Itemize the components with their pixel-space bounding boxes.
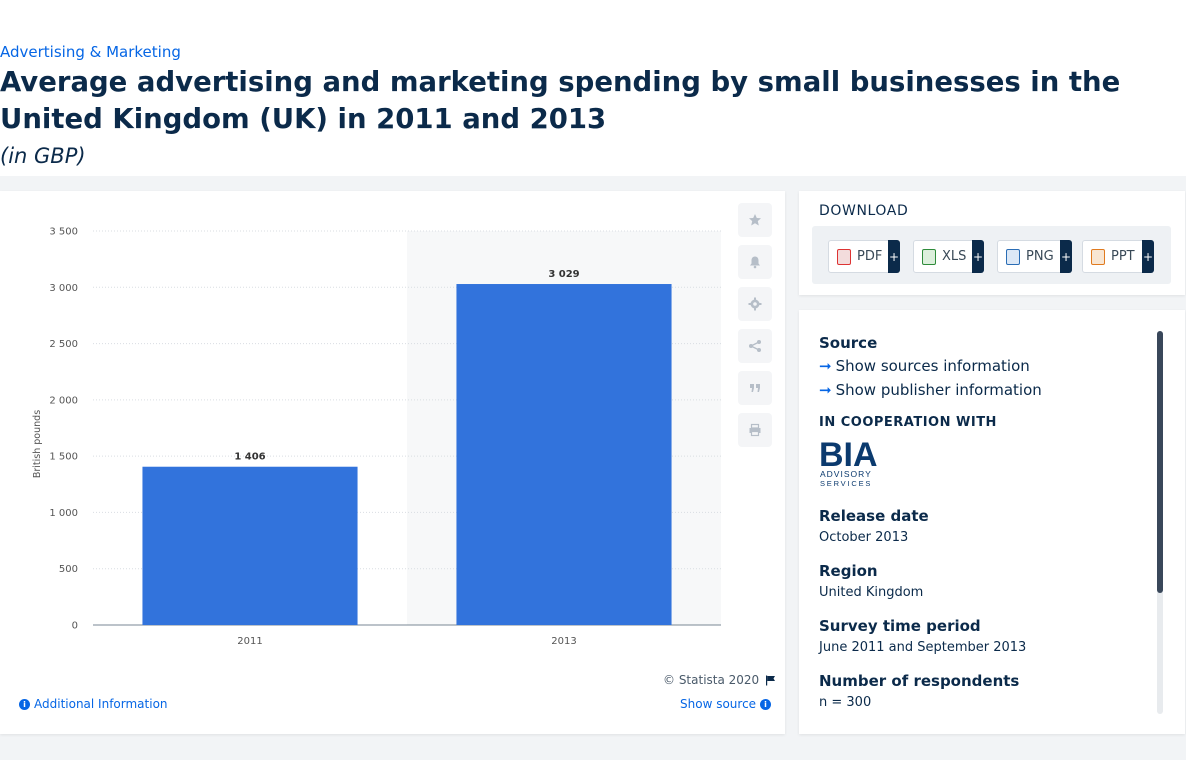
y-tick-label: 2 000	[49, 395, 78, 406]
bia-advisory-logo: BIA ADVISORY SERVICES	[819, 436, 878, 488]
show-sources-link[interactable]: ➞ Show sources information	[819, 357, 1030, 375]
y-tick-label: 500	[59, 564, 78, 575]
cooperation-heading: IN COOPERATION WITH	[819, 415, 997, 430]
bar	[142, 466, 358, 625]
chart-toolbar	[738, 203, 772, 455]
respondents-value: n = 300	[819, 695, 872, 710]
copyright-text: © Statista 2020	[663, 673, 760, 687]
y-axis-label: British pounds	[32, 410, 43, 478]
survey-period-label: Survey time period	[819, 617, 981, 635]
copyright-notice: © Statista 2020	[663, 673, 776, 687]
logo-sub-text: ADVISORY	[820, 469, 872, 479]
download-png-label: PNG	[1026, 249, 1054, 264]
download-pdf-label: PDF	[857, 249, 883, 264]
details-scroll-thumb[interactable]	[1157, 331, 1163, 593]
data-label: 3 029	[548, 269, 579, 280]
bar-chart: 0 500 1 000 1 500 2 000 2 500 3 000 3 500 Britis…	[32, 227, 721, 647]
page-title: Average advertising and marketing spendi…	[0, 66, 1121, 135]
respondents-label: Number of respondents	[819, 672, 1020, 690]
page-subtitle: (in GBP)	[0, 144, 86, 168]
y-tick-label: 3 500	[49, 227, 78, 238]
additional-information-label: Additional Information	[34, 697, 168, 711]
ppt-file-icon	[1091, 248, 1105, 265]
chart-card: 0 500 1 000 1 500 2 000 2 500 3 000 3 500 Britis…	[0, 191, 785, 734]
arrow-right-icon: ➞	[819, 381, 832, 399]
arrow-right-icon: ➞	[819, 357, 832, 375]
statistic-details-panel: Source ➞ Show sources information ➞ Show…	[799, 310, 1185, 734]
show-publisher-label: Show publisher information	[835, 381, 1042, 399]
flag-icon[interactable]	[765, 675, 776, 686]
logo-main-text: BIA	[819, 436, 878, 474]
show-publisher-link[interactable]: ➞ Show publisher information	[819, 381, 1042, 399]
x-tick-label: 2011	[237, 636, 262, 647]
survey-period-value: June 2011 and September 2013	[819, 640, 1027, 655]
download-ppt-button[interactable]: PPT +	[1082, 240, 1154, 273]
details-scrollbar[interactable]	[1157, 331, 1163, 714]
pdf-file-icon	[837, 248, 851, 265]
y-tick-label: 1 000	[49, 508, 78, 519]
citation-quote-icon[interactable]	[738, 371, 772, 405]
download-xls-label: XLS	[942, 249, 967, 264]
add-to-cart-plus[interactable]: +	[972, 240, 984, 273]
x-tick-label: 2013	[551, 636, 576, 647]
settings-gear-icon[interactable]	[738, 287, 772, 321]
data-label: 1 406	[234, 452, 265, 463]
additional-information-link[interactable]: i Additional Information	[19, 697, 168, 711]
add-to-cart-plus[interactable]: +	[888, 240, 900, 273]
add-to-cart-plus[interactable]: +	[1060, 240, 1072, 273]
print-icon[interactable]	[738, 413, 772, 447]
release-date-label: Release date	[819, 507, 929, 525]
share-icon[interactable]	[738, 329, 772, 363]
download-xls-button[interactable]: XLS +	[913, 240, 984, 273]
download-ppt-label: PPT	[1111, 249, 1135, 264]
show-source-link[interactable]: Show source i	[680, 697, 772, 711]
logo-sub2-text: SERVICES	[820, 479, 872, 488]
download-panel: DOWNLOAD PDF + XLS + PNG + PPT +	[799, 191, 1185, 295]
download-heading: DOWNLOAD	[819, 203, 909, 219]
show-source-label: Show source	[680, 697, 757, 711]
add-to-cart-plus[interactable]: +	[1142, 240, 1154, 273]
y-tick-label: 1 500	[49, 452, 78, 463]
y-tick-label: 2 500	[49, 339, 78, 350]
bar	[456, 284, 672, 625]
favorite-star-icon[interactable]	[738, 203, 772, 237]
region-label: Region	[819, 562, 878, 580]
download-png-button[interactable]: PNG +	[997, 240, 1072, 273]
y-tick-label: 3 000	[49, 283, 78, 294]
source-label: Source	[819, 334, 878, 352]
release-date-value: October 2013	[819, 530, 909, 545]
region-value: United Kingdom	[819, 585, 924, 600]
notification-bell-icon[interactable]	[738, 245, 772, 279]
download-buttons-tray: PDF + XLS + PNG + PPT +	[812, 226, 1171, 284]
info-icon: i	[760, 698, 772, 710]
xls-file-icon	[922, 248, 936, 265]
info-icon: i	[19, 698, 30, 710]
download-pdf-button[interactable]: PDF +	[828, 240, 900, 273]
y-tick-label: 0	[72, 621, 78, 632]
png-file-icon	[1006, 248, 1020, 265]
show-sources-label: Show sources information	[835, 357, 1030, 375]
breadcrumb[interactable]: Advertising & Marketing	[0, 43, 181, 61]
